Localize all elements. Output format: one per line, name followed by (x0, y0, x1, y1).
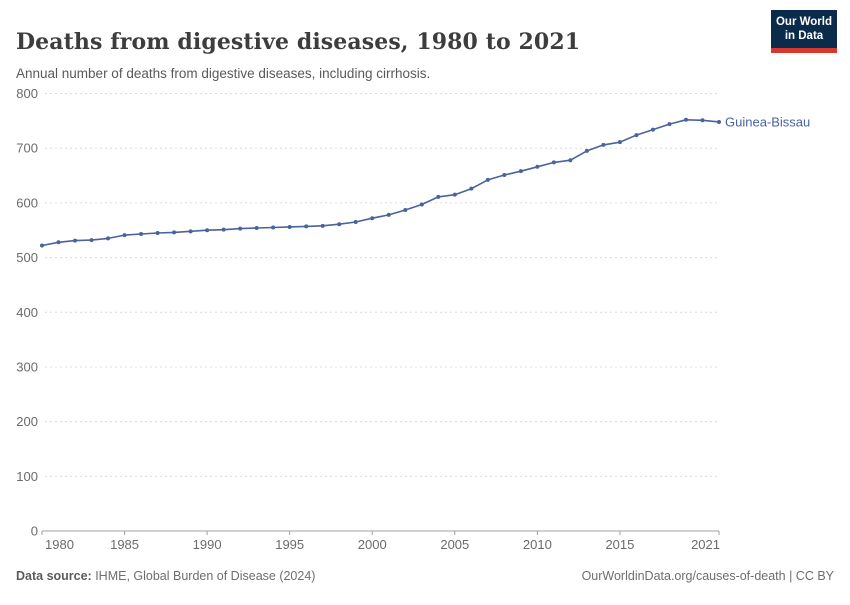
x-tick-label: 1980 (45, 537, 74, 552)
x-tick-label: 2021 (691, 537, 720, 552)
data-point (353, 220, 358, 225)
data-point (89, 238, 94, 243)
y-tick-label: 400 (16, 305, 38, 320)
data-point (40, 243, 44, 248)
data-source-label: Data source: (16, 569, 92, 583)
y-tick-label: 700 (16, 141, 38, 156)
data-point (601, 142, 606, 147)
owid-logo: Our World in Data (771, 10, 837, 53)
y-tick-label: 200 (16, 414, 38, 429)
data-point (287, 224, 292, 229)
y-tick-label: 0 (31, 524, 38, 539)
data-point (106, 236, 111, 241)
data-point (518, 169, 523, 174)
data-point (419, 202, 424, 207)
data-point (551, 160, 556, 165)
data-point (304, 224, 309, 229)
data-line (41, 119, 720, 247)
owid-logo-line1: Our World (775, 15, 832, 28)
page-title: Deaths from digestive diseases, 1980 to … (16, 28, 581, 55)
data-point (667, 122, 672, 127)
data-point (717, 119, 721, 124)
data-point (320, 223, 325, 228)
data-point (650, 127, 655, 132)
y-tick-label: 100 (16, 469, 38, 484)
data-point (634, 133, 639, 138)
data-point (452, 192, 457, 197)
page-subtitle: Annual number of deaths from digestive d… (16, 65, 431, 81)
data-point (568, 158, 573, 163)
data-point (403, 207, 408, 212)
data-point (271, 225, 276, 230)
data-point (386, 212, 391, 217)
data-point (485, 177, 490, 182)
credit-link[interactable]: OurWorldinData.org/causes-of-death | CC … (581, 569, 834, 583)
y-tick-label: 600 (16, 195, 38, 210)
data-point (535, 164, 540, 169)
data-point (155, 230, 160, 235)
x-tick-label: 1995 (275, 537, 304, 552)
data-point (436, 194, 441, 199)
data-point (139, 232, 144, 237)
data-source-note: Data source: IHME, Global Burden of Dise… (16, 569, 315, 583)
y-tick-label: 300 (16, 359, 38, 374)
x-tick-label: 2005 (440, 537, 469, 552)
data-point (337, 222, 342, 227)
data-point (172, 230, 177, 235)
x-tick-label: 1985 (110, 537, 139, 552)
data-point (584, 148, 589, 153)
data-point (188, 229, 193, 234)
data-point (502, 172, 507, 177)
y-tick-label: 800 (16, 86, 38, 101)
x-tick-label: 2000 (358, 537, 387, 552)
x-tick-label: 1990 (193, 537, 222, 552)
data-point (469, 186, 474, 191)
data-source-text: IHME, Global Burden of Disease (2024) (91, 569, 316, 583)
data-point (56, 240, 61, 245)
data-point (700, 118, 705, 123)
owid-logo-line2: in Data (784, 30, 824, 42)
series-end-label: Guinea-Bissau (725, 114, 810, 129)
data-point (221, 227, 226, 232)
data-point (370, 216, 375, 221)
y-tick-label: 500 (16, 250, 38, 265)
data-point (617, 140, 622, 145)
data-point (205, 228, 210, 233)
data-point (238, 226, 243, 231)
data-point (254, 226, 259, 231)
data-point (122, 233, 127, 238)
data-point (683, 117, 688, 122)
x-tick-label: 2015 (605, 537, 634, 552)
x-tick-label: 2010 (523, 537, 552, 552)
data-point (73, 238, 78, 243)
